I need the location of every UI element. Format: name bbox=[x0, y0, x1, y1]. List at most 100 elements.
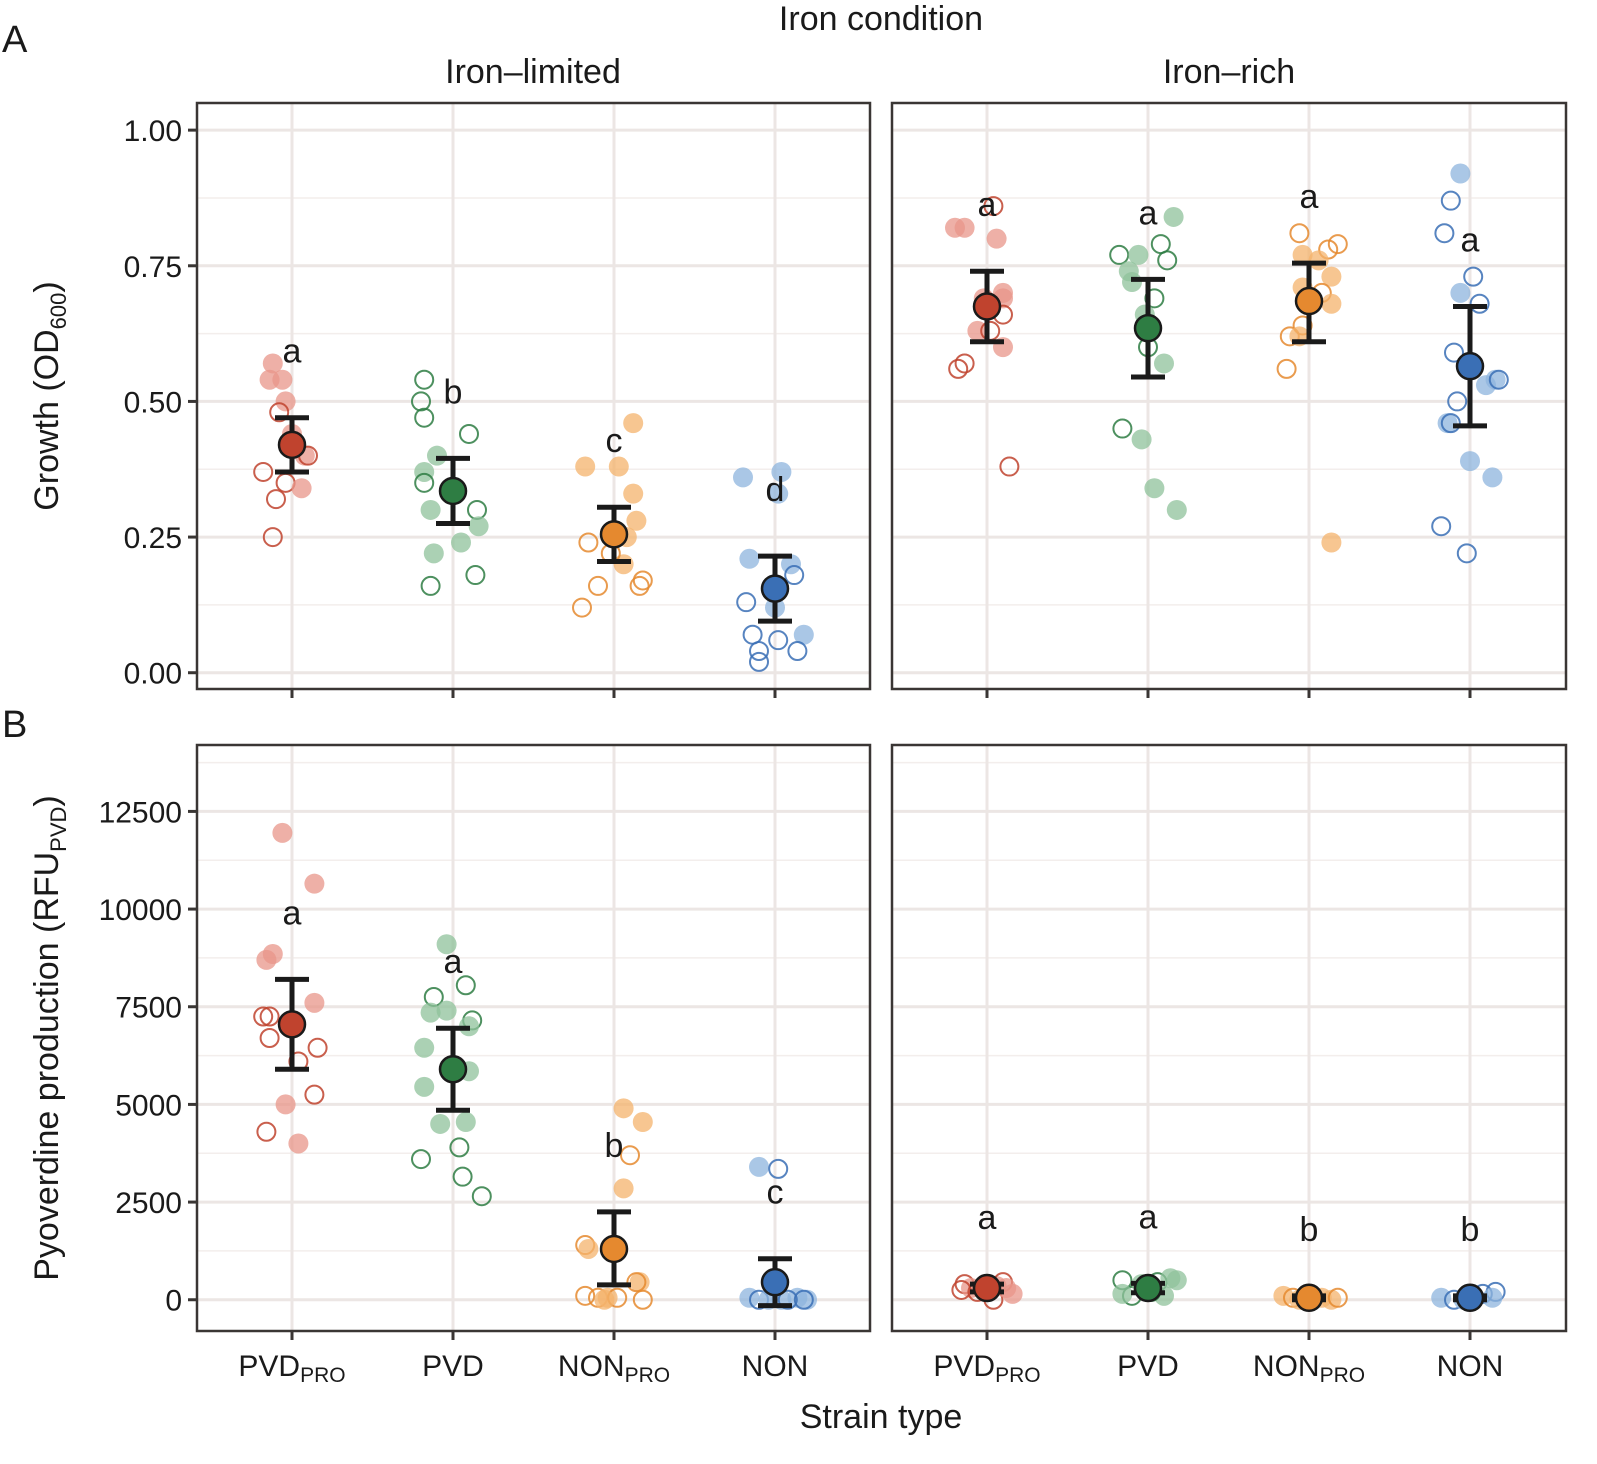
x-tick-label: NONPRO bbox=[558, 1350, 670, 1387]
panel-b-facet-0: a a b c PVDPRO PVD NONPRO NON bbox=[195, 743, 872, 1387]
data-point-filled bbox=[623, 413, 644, 434]
data-point-open bbox=[736, 592, 757, 613]
data-point-open bbox=[793, 1289, 814, 1310]
mean-point bbox=[1455, 351, 1485, 381]
data-point-open bbox=[632, 1289, 653, 1310]
data-point-open bbox=[629, 575, 650, 596]
data-point-filled bbox=[414, 1037, 435, 1058]
data-point-open bbox=[414, 472, 435, 493]
data-point-filled bbox=[1112, 1283, 1133, 1304]
x-tick-label: NON bbox=[1437, 1350, 1504, 1383]
panel-border bbox=[195, 101, 872, 691]
data-point-filled bbox=[1431, 1287, 1452, 1308]
data-point-open bbox=[1431, 516, 1452, 537]
data-point-filled bbox=[1321, 266, 1342, 287]
significance-letter: a bbox=[1139, 1198, 1158, 1236]
data-point-filled bbox=[768, 483, 789, 504]
data-point-filled bbox=[1321, 532, 1342, 553]
data-point-filled bbox=[304, 992, 325, 1013]
data-point-filled bbox=[436, 934, 457, 955]
data-point-filled bbox=[275, 1094, 296, 1115]
data-point-open bbox=[1456, 543, 1477, 564]
x-tick-label: PVDPRO bbox=[238, 1350, 345, 1387]
data-point-filled bbox=[1131, 429, 1152, 450]
data-point-open bbox=[471, 1186, 492, 1207]
data-point-open bbox=[414, 369, 435, 390]
panel-a-facet-0: a b c d bbox=[195, 101, 872, 698]
data-point-open bbox=[465, 565, 486, 586]
data-point-open bbox=[467, 499, 487, 520]
y-tick-label: 0.75 bbox=[124, 251, 182, 284]
data-point-open bbox=[1488, 369, 1509, 390]
significance-letter: a bbox=[1461, 221, 1480, 259]
mean-point bbox=[438, 1055, 468, 1084]
data-point-filled bbox=[272, 822, 293, 843]
data-point-filled bbox=[608, 456, 629, 477]
significance-letter: a bbox=[978, 1199, 997, 1237]
data-point-open bbox=[620, 1145, 640, 1166]
significance-letter: a bbox=[978, 186, 997, 224]
data-point-open bbox=[1327, 1287, 1348, 1308]
panel-a-facet-1: a a a a bbox=[890, 101, 1568, 698]
data-point-open bbox=[588, 575, 608, 596]
data-point-filled bbox=[436, 1000, 457, 1021]
mean-point bbox=[972, 292, 1002, 321]
x-tick-label: PVD bbox=[1117, 1350, 1179, 1383]
data-point-open bbox=[749, 651, 769, 672]
y-axis-title: Pyoverdine production (RFUPVD) bbox=[28, 795, 71, 1281]
mean-point bbox=[277, 430, 307, 460]
data-point-filled bbox=[1437, 413, 1458, 434]
data-point-open bbox=[304, 1084, 325, 1105]
data-point-open bbox=[1327, 234, 1348, 255]
significance-letter: a bbox=[283, 894, 302, 932]
x-tick-label: PVD bbox=[422, 1350, 484, 1383]
data-point-open bbox=[411, 1149, 431, 1170]
data-point-filled bbox=[262, 353, 283, 374]
panel-b-facet-1: a a b b PVDPRO PVD NONPRO NON bbox=[890, 743, 1568, 1387]
data-point-open bbox=[420, 575, 441, 596]
y-tick-label: 5000 bbox=[115, 1089, 182, 1122]
panel-border bbox=[890, 101, 1568, 691]
y-tick-label: 0.25 bbox=[124, 522, 182, 555]
data-point-open bbox=[449, 1137, 470, 1158]
data-point-open bbox=[749, 641, 769, 662]
mean-point bbox=[972, 1273, 1002, 1303]
data-point-filled bbox=[575, 456, 596, 477]
panel-border bbox=[195, 743, 872, 1333]
data-point-filled bbox=[578, 1238, 599, 1259]
data-point-open bbox=[1289, 223, 1310, 244]
data-point-filled bbox=[1128, 244, 1149, 265]
data-point-filled bbox=[954, 217, 975, 238]
data-point-open bbox=[777, 1289, 798, 1310]
significance-letter: d bbox=[766, 471, 785, 509]
data-point-filled bbox=[414, 1076, 435, 1097]
x-axis-title: Strain type bbox=[800, 1398, 963, 1436]
y-tick-label: 12500 bbox=[99, 796, 182, 829]
data-point-open bbox=[1440, 190, 1461, 211]
data-point-filled bbox=[1450, 163, 1471, 184]
x-tick-label: PVDPRO bbox=[933, 1350, 1040, 1387]
data-point-filled bbox=[749, 1156, 769, 1177]
mean-point bbox=[277, 1010, 307, 1039]
data-point-open bbox=[626, 1272, 647, 1293]
data-point-filled bbox=[256, 949, 277, 970]
data-point-open bbox=[1463, 266, 1484, 287]
mean-point bbox=[760, 1267, 790, 1297]
mean-point bbox=[438, 476, 468, 506]
data-point-open bbox=[262, 527, 283, 548]
significance-letter: a bbox=[444, 943, 463, 981]
data-point-filled bbox=[275, 391, 296, 412]
data-point-filled bbox=[468, 516, 489, 537]
data-point-filled bbox=[451, 532, 471, 553]
data-point-open bbox=[269, 402, 290, 423]
data-point-filled bbox=[272, 369, 293, 390]
mean-point bbox=[599, 1234, 629, 1264]
data-point-filled bbox=[420, 1002, 441, 1023]
data-point-open bbox=[578, 532, 599, 553]
data-point-filled bbox=[1460, 451, 1480, 472]
x-tick-label: NON bbox=[742, 1350, 809, 1383]
data-point-open bbox=[1444, 342, 1464, 363]
data-point-open bbox=[768, 1158, 789, 1179]
x-tick-label: NONPRO bbox=[1253, 1350, 1365, 1387]
